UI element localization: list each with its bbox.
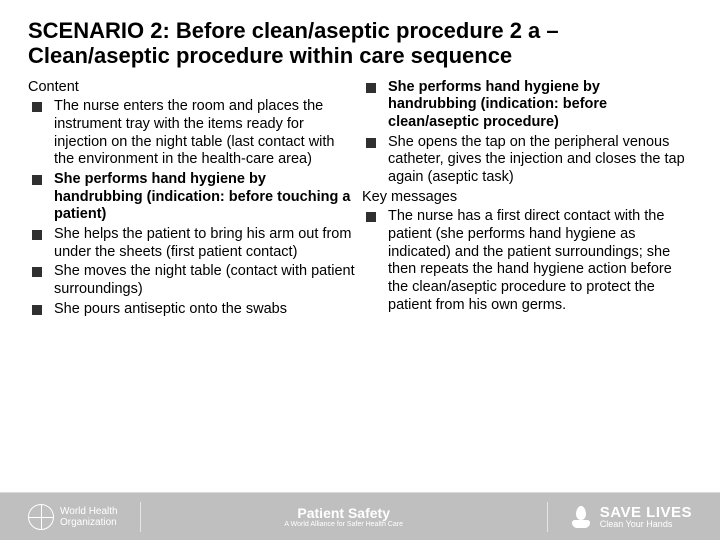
list-item: She opens the tap on the peripheral veno… [362, 134, 692, 187]
list-item: She performs hand hygiene by handrubbing… [28, 171, 356, 224]
save-lives-text: SAVE LIVES Clean Your Hands [600, 505, 692, 529]
left-column: Content The nurse enters the room and pl… [28, 79, 360, 540]
save-lives-block: SAVE LIVES Clean Your Hands [570, 505, 692, 529]
right-column: She performs hand hygiene by handrubbing… [360, 79, 692, 540]
slide: SCENARIO 2: Before clean/aseptic procedu… [0, 0, 720, 540]
patient-safety-text: Patient Safety A World Alliance for Safe… [284, 505, 403, 528]
list-item: She pours antiseptic onto the swabs [28, 301, 356, 319]
who-globe-icon [28, 504, 54, 530]
list-item: She performs hand hygiene by handrubbing… [362, 79, 692, 132]
list-item: She moves the night table (contact with … [28, 263, 356, 298]
who-text: World Health Organization [60, 506, 118, 528]
right-list-2: The nurse has a first direct contact wit… [362, 208, 692, 314]
right-list-1: She performs hand hygiene by handrubbing… [362, 79, 692, 187]
left-list: The nurse enters the room and places the… [28, 98, 356, 318]
footer-separator [547, 502, 548, 532]
footer-bar: World Health Organization Patient Safety… [0, 492, 720, 540]
list-item: The nurse has a first direct contact wit… [362, 208, 692, 314]
who-logo-block: World Health Organization [28, 504, 118, 530]
content-heading: Content [28, 79, 356, 97]
footer-separator [140, 502, 141, 532]
patient-safety-block: Patient Safety A World Alliance for Safe… [284, 505, 403, 528]
list-item: The nurse enters the room and places the… [28, 98, 356, 169]
slide-body: Content The nurse enters the room and pl… [28, 79, 692, 540]
hand-drop-icon [570, 506, 592, 528]
list-item: She helps the patient to bring his arm o… [28, 226, 356, 261]
slide-title: SCENARIO 2: Before clean/aseptic procedu… [28, 18, 692, 69]
key-messages-heading: Key messages [362, 189, 692, 207]
